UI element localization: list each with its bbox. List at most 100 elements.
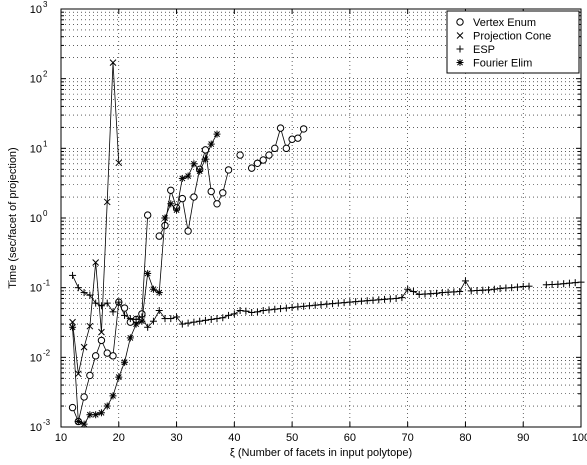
data-point-fourier-elim [149, 285, 157, 293]
data-point-esp [126, 315, 134, 323]
y-tick-label-exponent: -1 [43, 279, 51, 288]
series-esp-segment [234, 310, 241, 315]
data-point-fourier-elim [132, 320, 140, 328]
data-point-esp [496, 285, 504, 293]
series-fourier-elim-segment [112, 377, 120, 396]
data-point-esp [144, 323, 152, 331]
data-point-esp [565, 279, 573, 287]
data-point-fourier-elim [207, 140, 215, 148]
data-point-esp [213, 315, 221, 323]
series-fourier-elim [69, 130, 221, 428]
series-projection-cone-segment [77, 347, 85, 374]
data-point-esp [236, 307, 244, 315]
data-point-vertex-enum [299, 125, 308, 133]
data-point-vertex-enum [213, 200, 221, 208]
data-point-fourier-elim [190, 160, 198, 168]
series-fourier-elim-segment [72, 327, 79, 422]
legend-label-vertex-enum: Vertex Enum [473, 17, 536, 29]
series-vertex-enum-segment [187, 196, 195, 232]
series-esp-segment [465, 280, 472, 292]
data-point-esp [219, 314, 227, 322]
series-vertex-enum-segment [141, 215, 149, 314]
data-point-fourier-elim [178, 174, 186, 182]
data-point-projection-cone [69, 318, 76, 326]
data-point-esp [571, 279, 579, 287]
data-point-fourier-elim [109, 392, 117, 400]
y-tick-label-exponent: -3 [43, 418, 51, 427]
series-esp-segment [147, 320, 154, 328]
data-point-vertex-enum [97, 336, 106, 345]
data-point-esp [300, 302, 308, 310]
x-tick-label: 30 [170, 432, 182, 444]
y-tick-label: 10 [30, 143, 42, 155]
y-tick-label-exponent: 1 [43, 139, 48, 148]
data-point-esp [155, 307, 163, 315]
series-fourier-elim-segment [158, 217, 166, 293]
data-point-vertex-enum [224, 166, 233, 174]
series-fourier-elim-segment [118, 362, 125, 378]
data-point-vertex-enum [276, 124, 285, 132]
data-point-esp [508, 284, 516, 292]
y-tick-label: 10 [30, 352, 42, 364]
data-point-vertex-enum [247, 164, 256, 172]
data-point-esp [259, 307, 267, 315]
data-point-fourier-elim [184, 172, 192, 180]
data-point-fourier-elim [201, 155, 209, 163]
series-vertex-enum [68, 124, 308, 426]
series-esp-segment [158, 310, 166, 319]
x-tick-label: 50 [286, 432, 298, 444]
data-point-esp [490, 285, 498, 293]
data-point-esp [173, 313, 181, 321]
data-point-esp [109, 308, 117, 316]
data-point-projection-cone [115, 159, 123, 167]
data-point-fourier-elim [167, 200, 175, 208]
data-point-vertex-enum [259, 156, 267, 164]
series-projection-cone-segment [106, 62, 114, 202]
data-point-esp [277, 305, 285, 313]
data-point-projection-cone [103, 198, 111, 206]
data-point-fourier-elim [196, 167, 204, 175]
data-point-esp [404, 285, 412, 293]
series-esp-segment [124, 315, 131, 319]
data-point-fourier-elim [80, 420, 88, 428]
data-point-vertex-enum [109, 352, 117, 360]
data-point-vertex-enum [219, 189, 227, 197]
data-point-esp [80, 289, 88, 297]
data-point-esp [167, 315, 175, 323]
data-point-vertex-enum [236, 151, 244, 159]
data-point-fourier-elim [115, 373, 123, 381]
series-fourier-elim-segment [129, 323, 137, 339]
data-point-esp [201, 316, 209, 324]
data-point-esp [86, 291, 94, 299]
data-point-fourier-elim [74, 417, 82, 425]
x-tick-label: 90 [517, 432, 529, 444]
data-point-esp [103, 299, 111, 307]
data-point-fourier-elim [144, 269, 152, 277]
series-esp-segment [89, 294, 96, 304]
data-point-vertex-enum [86, 371, 94, 380]
x-tick-label: 70 [402, 432, 414, 444]
legend-marker-esp [456, 45, 464, 53]
data-point-esp [317, 301, 325, 309]
series-fourier-elim-segment [124, 337, 131, 363]
data-point-vertex-enum [190, 193, 198, 201]
data-point-esp [554, 280, 562, 288]
x-tick-labels: 10 20 30 40 50 60 70 80 90 100 [55, 432, 587, 444]
series-vertex-enum-segment [112, 302, 120, 356]
data-point-esp [97, 302, 105, 310]
data-point-esp [271, 305, 279, 313]
data-point-esp [513, 283, 521, 291]
data-point-esp [190, 318, 198, 326]
data-point-projection-cone [92, 259, 100, 266]
data-point-esp [398, 294, 406, 302]
y-tick-label: 10 [30, 4, 42, 16]
data-point-esp [409, 288, 417, 296]
series-projection-cone-segment [101, 201, 108, 333]
series-esp-segment [78, 287, 85, 293]
series-fourier-elim-segment [199, 158, 206, 172]
data-point-vertex-enum [282, 144, 291, 153]
series-esp-segment [72, 275, 79, 288]
data-point-esp [225, 311, 233, 319]
x-tick-label: 40 [228, 432, 240, 444]
